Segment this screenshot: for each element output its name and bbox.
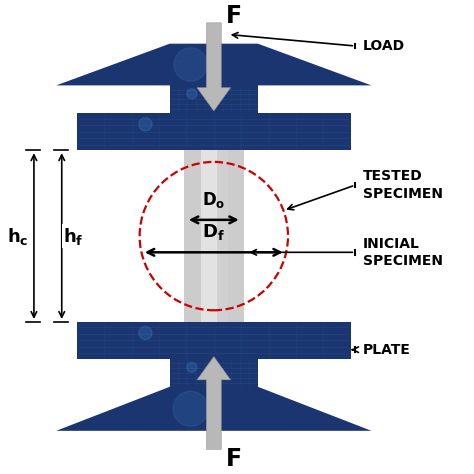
Text: LOAD: LOAD [363, 39, 405, 53]
Circle shape [187, 362, 197, 372]
Circle shape [139, 118, 152, 131]
Circle shape [187, 89, 197, 99]
Text: PLATE: PLATE [363, 343, 411, 356]
FancyArrow shape [197, 356, 230, 449]
Polygon shape [56, 44, 372, 85]
Bar [184, 150, 244, 322]
Text: TESTED
SPECIMEN: TESTED SPECIMEN [363, 169, 443, 201]
Bar [201, 150, 218, 322]
Bar [77, 322, 351, 359]
Bar [170, 359, 258, 387]
Text: $\mathbf{h_c}$: $\mathbf{h_c}$ [8, 226, 29, 246]
Polygon shape [56, 387, 372, 431]
Text: $\mathbf{D_f}$: $\mathbf{D_f}$ [202, 222, 225, 242]
FancyArrow shape [197, 23, 230, 111]
Bar [218, 150, 228, 322]
Text: $\mathbf{D_o}$: $\mathbf{D_o}$ [202, 190, 226, 210]
Text: F: F [226, 447, 242, 471]
Text: $\mathbf{h_f}$: $\mathbf{h_f}$ [64, 226, 84, 246]
Circle shape [174, 48, 207, 81]
Circle shape [139, 326, 152, 340]
Text: INICIAL
SPECIMEN: INICIAL SPECIMEN [363, 237, 443, 268]
Bar [77, 113, 351, 150]
Text: F: F [226, 4, 242, 28]
Circle shape [173, 391, 208, 427]
Bar [170, 85, 258, 113]
